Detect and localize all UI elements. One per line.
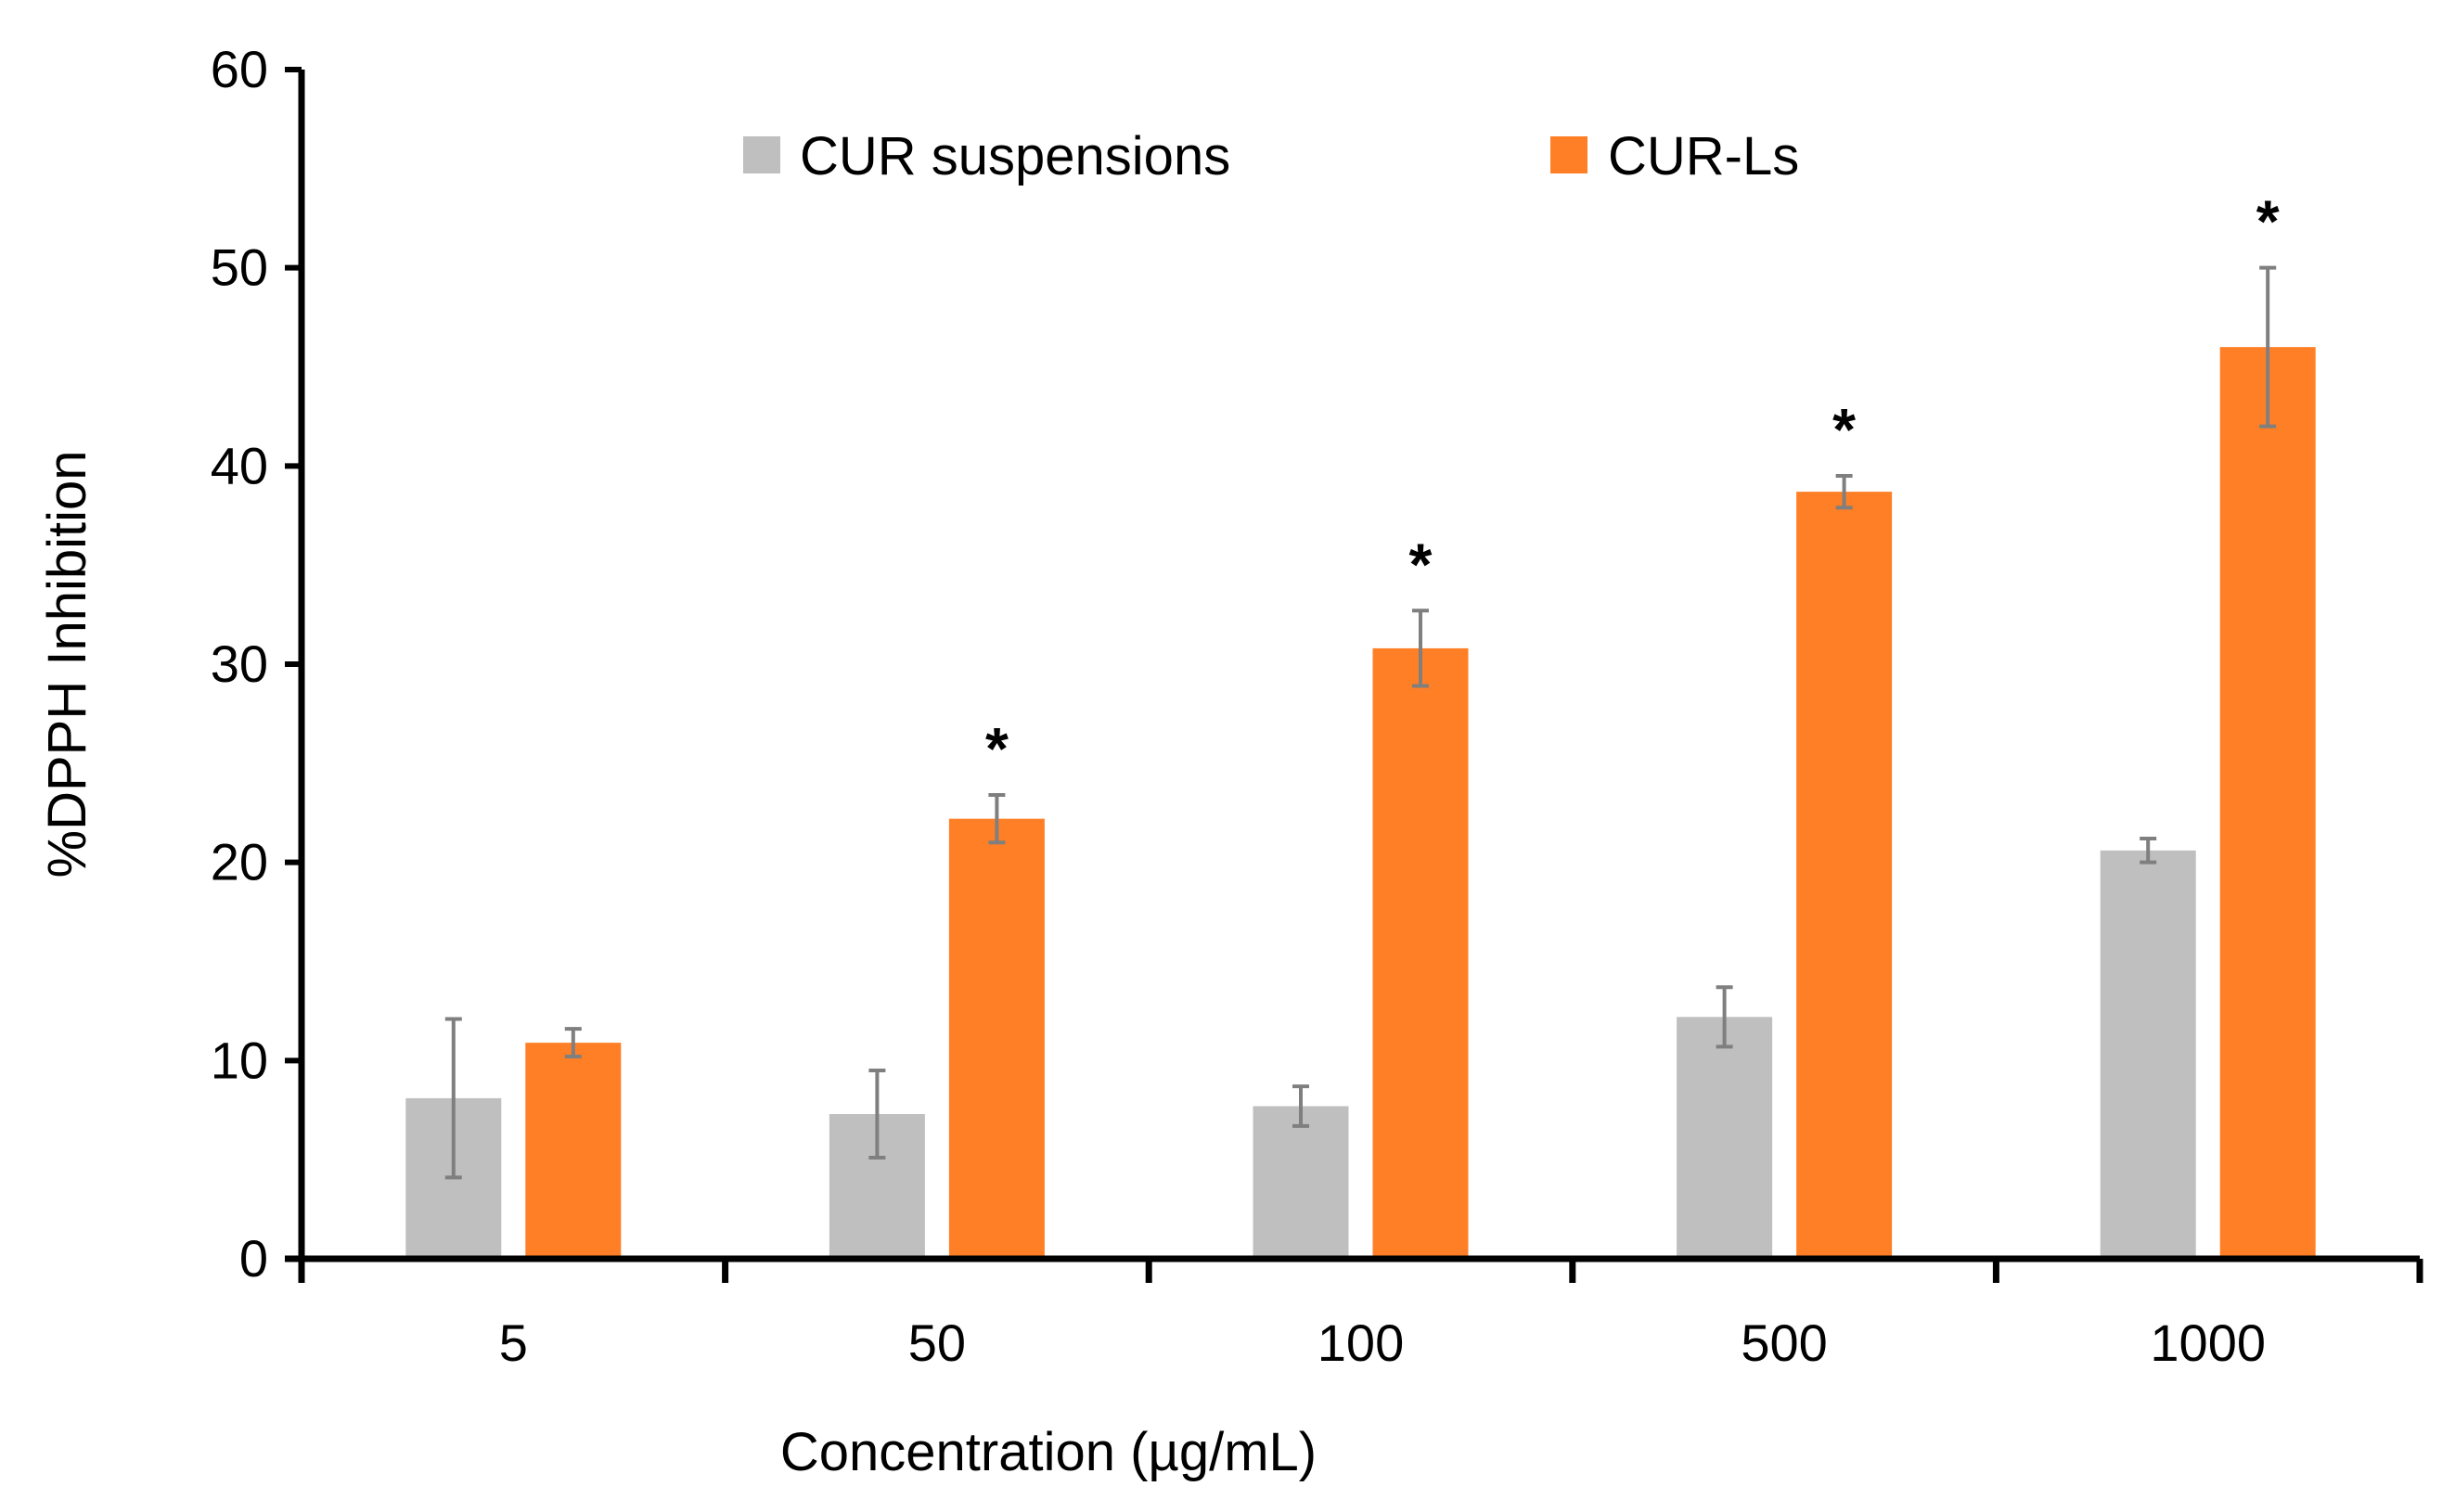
legend-label: CUR-Ls xyxy=(1608,126,1799,186)
x-tick-label: 500 xyxy=(1741,1313,1827,1372)
bar-cur-ls xyxy=(1372,647,1469,1259)
y-tick-label: 20 xyxy=(211,833,268,891)
bar-cur-suspensions xyxy=(1253,1106,1349,1259)
x-axis-title: Concentration (µg/mL) xyxy=(780,1422,1317,1482)
bar-cur-ls xyxy=(2219,347,2316,1260)
x-tick-label: 5 xyxy=(499,1313,528,1372)
significance-marker: * xyxy=(985,715,1009,782)
legend-swatch xyxy=(1550,136,1587,173)
bar-cur-ls xyxy=(525,1043,622,1259)
y-tick-label: 30 xyxy=(211,634,268,693)
significance-marker: * xyxy=(2256,188,2280,255)
y-tick-label: 10 xyxy=(211,1031,268,1089)
x-tick-label: 50 xyxy=(908,1313,966,1372)
y-tick-label: 50 xyxy=(211,238,268,297)
y-axis-title: %DPPH Inhibition xyxy=(37,451,97,878)
x-tick-label: 100 xyxy=(1317,1313,1404,1372)
y-tick-label: 60 xyxy=(211,40,268,98)
bar-cur-suspensions xyxy=(1677,1017,1773,1259)
bar-cur-ls xyxy=(1796,492,1893,1259)
y-tick-label: 0 xyxy=(239,1229,268,1288)
significance-marker: * xyxy=(1832,396,1856,463)
legend-label: CUR suspensions xyxy=(800,126,1230,186)
x-tick-label: 1000 xyxy=(2150,1313,2266,1372)
bar-cur-suspensions xyxy=(2100,850,2196,1259)
significance-marker: * xyxy=(1409,531,1433,597)
y-tick-label: 40 xyxy=(211,436,268,494)
bar-cur-ls xyxy=(948,818,1045,1259)
legend-swatch xyxy=(743,136,780,173)
